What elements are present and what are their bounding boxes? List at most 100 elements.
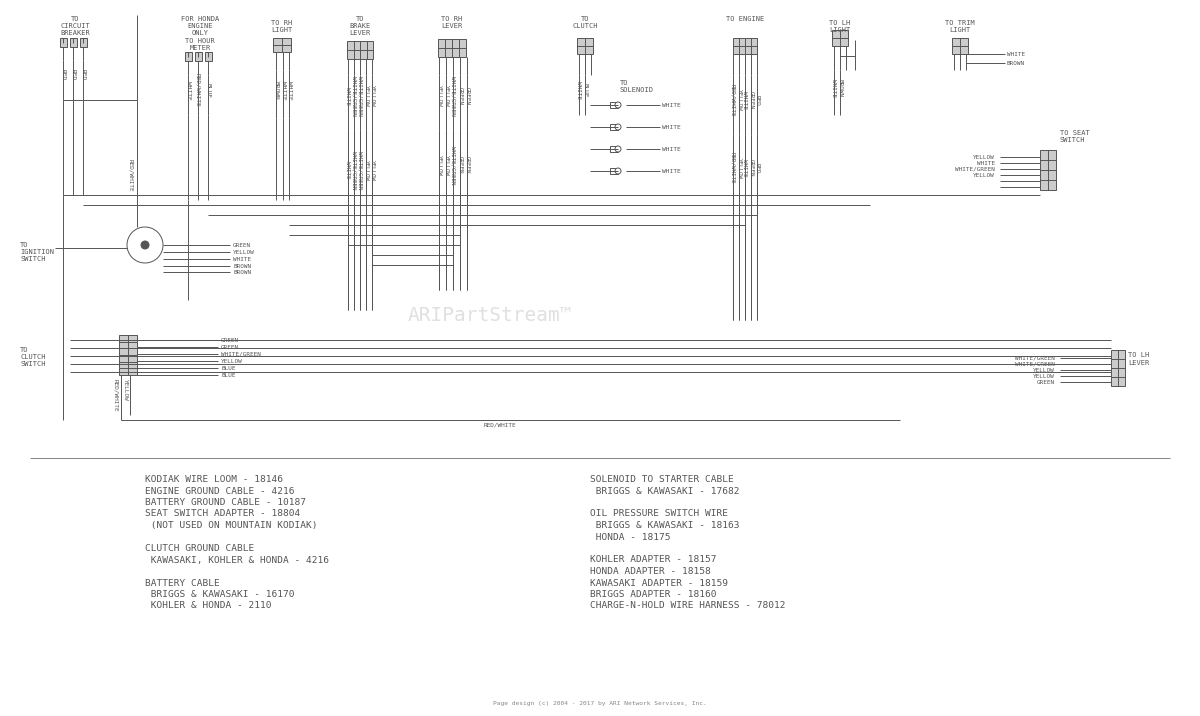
Text: BATTERY GROUND CABLE - 10187: BATTERY GROUND CABLE - 10187 xyxy=(145,498,306,507)
Text: RED/WHITE: RED/WHITE xyxy=(128,159,133,191)
Bar xyxy=(610,168,618,174)
Text: GREEN: GREEN xyxy=(457,156,462,174)
Text: BROWN: BROWN xyxy=(233,263,251,268)
Text: BROWN: BROWN xyxy=(274,81,278,100)
Text: ENGINE GROUND CABLE - 4216: ENGINE GROUND CABLE - 4216 xyxy=(145,486,294,495)
Text: YELLOW: YELLOW xyxy=(737,89,742,111)
Text: WHITE: WHITE xyxy=(281,81,286,100)
Text: LEVER: LEVER xyxy=(1128,360,1150,366)
Text: YELLOW: YELLOW xyxy=(437,85,442,107)
Text: YELLOW: YELLOW xyxy=(1033,374,1055,379)
Text: WHITE: WHITE xyxy=(832,79,836,97)
Text: YELLOW: YELLOW xyxy=(364,85,368,107)
Bar xyxy=(194,52,202,61)
Text: GREEN: GREEN xyxy=(221,337,239,342)
Text: FOR HONDA: FOR HONDA xyxy=(181,16,220,22)
Text: WHITE/GREEN: WHITE/GREEN xyxy=(221,352,260,357)
Text: TO HOUR: TO HOUR xyxy=(185,38,215,44)
Text: WHITE/GREEN: WHITE/GREEN xyxy=(352,76,356,116)
Bar xyxy=(610,124,618,130)
Text: WHITE/GREEN: WHITE/GREEN xyxy=(450,76,456,116)
Circle shape xyxy=(614,146,622,152)
Text: WHITE: WHITE xyxy=(287,81,292,100)
Text: LEVER: LEVER xyxy=(442,23,463,29)
Text: GREEN: GREEN xyxy=(464,156,469,174)
Text: WHITE: WHITE xyxy=(346,161,350,179)
Bar xyxy=(1111,350,1124,386)
Text: LEVER: LEVER xyxy=(349,30,371,36)
Text: WHITE/GREEN: WHITE/GREEN xyxy=(955,167,995,172)
Text: WHITE/GREEN: WHITE/GREEN xyxy=(450,146,456,184)
Bar xyxy=(60,38,66,47)
Text: TO LH: TO LH xyxy=(829,20,851,26)
Text: WHITE: WHITE xyxy=(662,168,680,173)
Bar xyxy=(438,39,466,57)
Text: TO SEAT: TO SEAT xyxy=(1060,130,1090,136)
Text: HONDA - 18175: HONDA - 18175 xyxy=(590,533,671,541)
Circle shape xyxy=(614,102,622,108)
Bar xyxy=(204,52,211,61)
Text: WHITE: WHITE xyxy=(1007,52,1025,57)
Text: BATTERY CABLE: BATTERY CABLE xyxy=(145,579,220,588)
Text: RED: RED xyxy=(755,163,760,173)
Text: RED/WHITE: RED/WHITE xyxy=(731,84,736,116)
Text: YELLOW: YELLOW xyxy=(233,249,254,254)
Text: TO RH: TO RH xyxy=(271,20,293,26)
Text: BRIGGS & KAWASAKI - 17682: BRIGGS & KAWASAKI - 17682 xyxy=(590,486,739,495)
Text: WHITE/GREEN: WHITE/GREEN xyxy=(352,151,356,189)
Text: WHITE: WHITE xyxy=(346,87,350,105)
Text: BRIGGS & KAWASAKI - 18163: BRIGGS & KAWASAKI - 18163 xyxy=(590,521,739,530)
Text: RED/WHITE: RED/WHITE xyxy=(484,422,516,427)
Text: GREEN: GREEN xyxy=(457,87,462,105)
Text: GREEN: GREEN xyxy=(749,91,754,109)
Bar xyxy=(577,38,593,54)
Text: TO ENGINE: TO ENGINE xyxy=(726,16,764,22)
Text: SOLENOID TO STARTER CABLE: SOLENOID TO STARTER CABLE xyxy=(590,475,733,484)
Text: YELLOW: YELLOW xyxy=(370,160,374,180)
Text: SWITCH: SWITCH xyxy=(1060,137,1086,143)
Bar xyxy=(610,146,618,152)
Text: WHITE/GREEN: WHITE/GREEN xyxy=(358,151,362,189)
Text: RED/WHITE: RED/WHITE xyxy=(196,73,200,107)
Text: METER: METER xyxy=(190,45,211,51)
Text: WHITE/GREEN: WHITE/GREEN xyxy=(1015,356,1055,360)
Text: ARIPartStream™: ARIPartStream™ xyxy=(408,306,572,324)
Text: WHITE: WHITE xyxy=(662,125,680,130)
Text: SOLENOID: SOLENOID xyxy=(620,87,654,93)
Text: WHITE: WHITE xyxy=(743,91,748,109)
Text: YELLOW: YELLOW xyxy=(973,173,995,178)
Text: RED: RED xyxy=(755,95,760,105)
Text: BRAKE: BRAKE xyxy=(349,23,371,29)
Text: WHITE: WHITE xyxy=(186,81,191,100)
Text: YELLOW: YELLOW xyxy=(364,160,368,180)
Text: KOHLER & HONDA - 2110: KOHLER & HONDA - 2110 xyxy=(145,601,271,611)
Circle shape xyxy=(614,168,622,174)
Text: WHITE: WHITE xyxy=(662,102,680,107)
Text: WHITE: WHITE xyxy=(743,159,748,177)
Text: YELLOW: YELLOW xyxy=(973,155,995,160)
Text: TO: TO xyxy=(355,16,365,22)
Text: LIGHT: LIGHT xyxy=(949,27,971,33)
Text: RED: RED xyxy=(71,69,76,81)
Bar xyxy=(610,102,618,108)
Bar xyxy=(185,52,192,61)
Text: RED: RED xyxy=(80,69,85,81)
Text: CLUTCH: CLUTCH xyxy=(572,23,598,29)
Text: TO: TO xyxy=(71,16,79,22)
Text: YELLOW: YELLOW xyxy=(737,158,742,178)
Text: BLUE: BLUE xyxy=(205,82,210,97)
Text: YELLOW: YELLOW xyxy=(370,85,374,107)
Bar xyxy=(79,38,86,47)
Text: TO: TO xyxy=(20,242,29,248)
Text: WHITE: WHITE xyxy=(576,81,582,99)
Text: CIRCUIT: CIRCUIT xyxy=(60,23,90,29)
Text: BROWN: BROWN xyxy=(838,79,842,97)
Text: BRIGGS ADAPTER - 18160: BRIGGS ADAPTER - 18160 xyxy=(590,590,716,599)
Text: GREEN: GREEN xyxy=(233,243,251,248)
Text: GREEN: GREEN xyxy=(221,344,239,349)
Text: TO RH: TO RH xyxy=(442,16,463,22)
Text: TO: TO xyxy=(581,16,589,22)
Text: HONDA ADAPTER - 18158: HONDA ADAPTER - 18158 xyxy=(590,567,710,576)
Text: CLUTCH GROUND CABLE: CLUTCH GROUND CABLE xyxy=(145,544,254,553)
Text: YELLOW: YELLOW xyxy=(122,379,127,401)
